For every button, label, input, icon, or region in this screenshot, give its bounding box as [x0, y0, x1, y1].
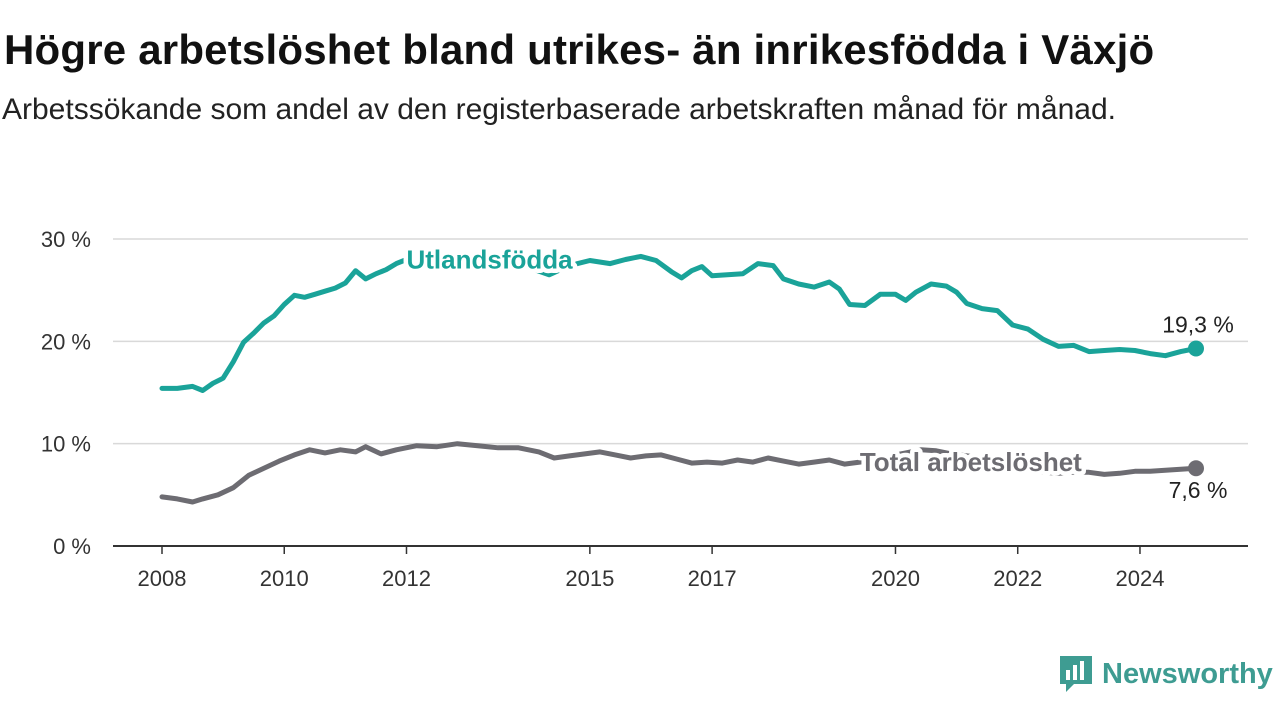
- series-label: Total arbetslöshet: [860, 447, 1082, 477]
- series-end-value: 7,6 %: [1169, 477, 1228, 503]
- newsworthy-logo-icon: [1060, 656, 1092, 692]
- x-tick-label: 2010: [260, 566, 309, 591]
- y-tick-label: 30 %: [41, 227, 91, 252]
- series-label: Utlandsfödda: [406, 244, 573, 274]
- gridlines: [113, 238, 1248, 445]
- series-line-total: [159, 441, 1199, 505]
- brand-name: Newsworthy: [1102, 657, 1273, 690]
- x-tick-label: 2008: [138, 566, 187, 591]
- y-tick-label: 10 %: [41, 432, 91, 457]
- chart-title: Högre arbetslöshet bland utrikes- än inr…: [4, 26, 1155, 73]
- y-tick-label: 20 %: [41, 329, 91, 354]
- series-end-point: [1188, 340, 1204, 357]
- series-end-value: 19,3 %: [1162, 311, 1234, 337]
- x-tick-label: 2024: [1115, 566, 1164, 591]
- newsworthy-brand: Newsworthy: [1058, 654, 1273, 694]
- series-lines: [159, 252, 1204, 505]
- x-tick-label: 2017: [688, 566, 737, 591]
- series-line-utlandsfodda: [159, 252, 1199, 393]
- x-tick-label: 2020: [871, 566, 920, 591]
- series-labels: 19,3 % Utlandsfödda 7,6 % Total arbetslöshe…: [402, 240, 1234, 503]
- chart-subtitle: Arbetssökande som andel av den registerb…: [2, 93, 1116, 126]
- x-tick-label: 2022: [993, 566, 1042, 591]
- series-end-point: [1188, 460, 1204, 477]
- y-tick-label: 0 %: [53, 534, 91, 559]
- line-chart: 0 % 10 % 20 % 30 % 2008 2010 2012 2015 2017 2020 2…: [41, 227, 1248, 591]
- x-tick-label: 2015: [565, 566, 614, 591]
- axes: 0 % 10 % 20 % 30 % 2008 2010 2012 2015 2017 2020 2…: [41, 227, 1248, 591]
- x-tick-label: 2012: [382, 566, 431, 591]
